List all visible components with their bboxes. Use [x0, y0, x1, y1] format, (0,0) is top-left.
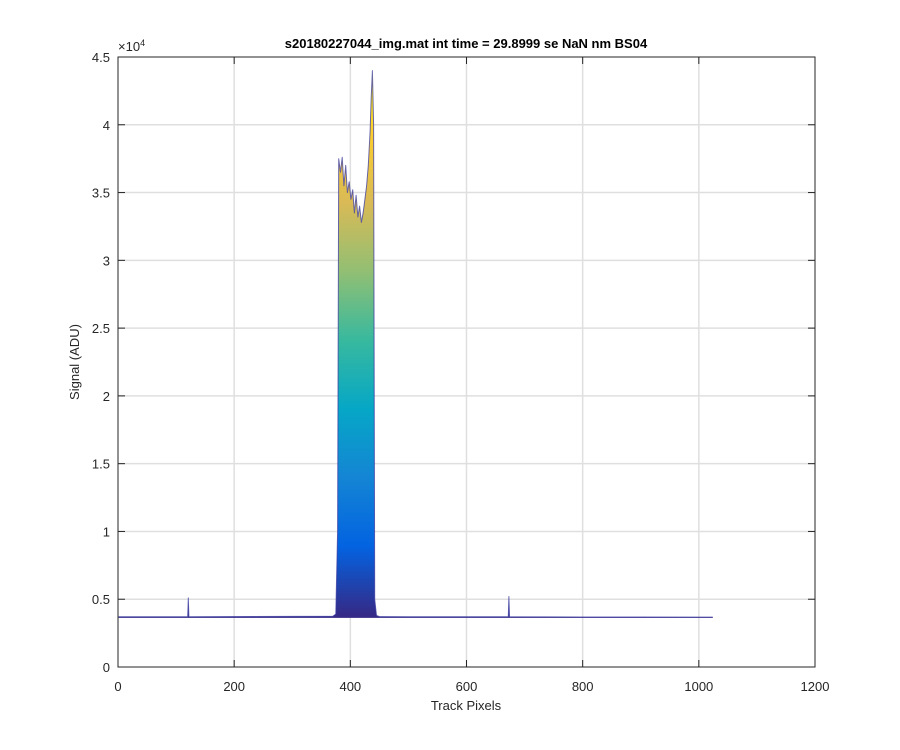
y-tick-label: 3.5: [92, 186, 110, 201]
y-tick-label: 4.5: [92, 50, 110, 65]
chart-title: s20180227044_img.mat int time = 29.8999 …: [285, 36, 648, 51]
x-tick-label: 0: [114, 679, 121, 694]
x-tick-label: 200: [223, 679, 245, 694]
y-tick-label: 1: [103, 524, 110, 539]
y-tick-label: 0: [103, 660, 110, 675]
y-tick-label: 2: [103, 389, 110, 404]
y-axis-label: Signal (ADU): [67, 324, 82, 400]
x-tick-label: 1200: [801, 679, 830, 694]
x-tick-labels: 0 200 400 600 800 1000 1200: [114, 679, 829, 694]
x-tick-label: 800: [572, 679, 594, 694]
x-axis-label: Track Pixels: [431, 698, 502, 713]
x-tick-label: 400: [339, 679, 361, 694]
y-tick-label: 4: [103, 118, 110, 133]
y-tick-label: 1.5: [92, 457, 110, 472]
x-tick-label: 1000: [684, 679, 713, 694]
x-tick-label: 600: [456, 679, 478, 694]
data-series: [118, 70, 713, 618]
y-exponent-base: ×10: [118, 39, 140, 54]
y-tick-label: 3: [103, 253, 110, 268]
axis-ticks: [117, 56, 816, 668]
series-line: [118, 70, 713, 618]
y-tick-label: 0.5: [92, 592, 110, 607]
y-tick-labels: 0 0.5 1 1.5 2 2.5 3 3.5 4 4.5: [92, 50, 110, 675]
y-exponent-power: 4: [140, 38, 145, 48]
y-exponent-label: ×104: [118, 38, 145, 54]
y-tick-label: 2.5: [92, 321, 110, 336]
